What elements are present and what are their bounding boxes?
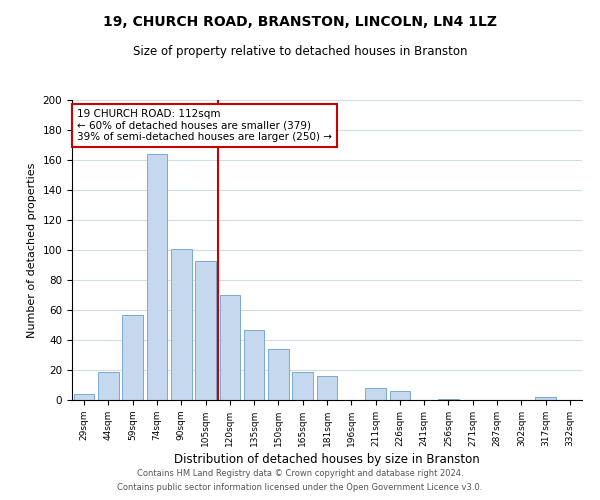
Bar: [195, 260, 216, 400]
Y-axis label: Number of detached properties: Number of detached properties: [27, 162, 37, 338]
Bar: [171, 248, 191, 400]
Text: Contains HM Land Registry data © Crown copyright and database right 2024.: Contains HM Land Registry data © Crown c…: [137, 468, 463, 477]
X-axis label: Distribution of detached houses by size in Branston: Distribution of detached houses by size …: [174, 453, 480, 466]
Bar: [268, 349, 289, 400]
Bar: [317, 376, 337, 400]
Bar: [389, 391, 410, 400]
Bar: [438, 398, 459, 400]
Text: Contains public sector information licensed under the Open Government Licence v3: Contains public sector information licen…: [118, 484, 482, 492]
Bar: [365, 388, 386, 400]
Bar: [292, 372, 313, 400]
Text: 19 CHURCH ROAD: 112sqm
← 60% of detached houses are smaller (379)
39% of semi-de: 19 CHURCH ROAD: 112sqm ← 60% of detached…: [77, 109, 332, 142]
Bar: [122, 314, 143, 400]
Bar: [535, 397, 556, 400]
Bar: [220, 295, 240, 400]
Bar: [74, 394, 94, 400]
Bar: [146, 154, 167, 400]
Bar: [244, 330, 265, 400]
Bar: [98, 372, 119, 400]
Text: 19, CHURCH ROAD, BRANSTON, LINCOLN, LN4 1LZ: 19, CHURCH ROAD, BRANSTON, LINCOLN, LN4 …: [103, 15, 497, 29]
Text: Size of property relative to detached houses in Branston: Size of property relative to detached ho…: [133, 45, 467, 58]
